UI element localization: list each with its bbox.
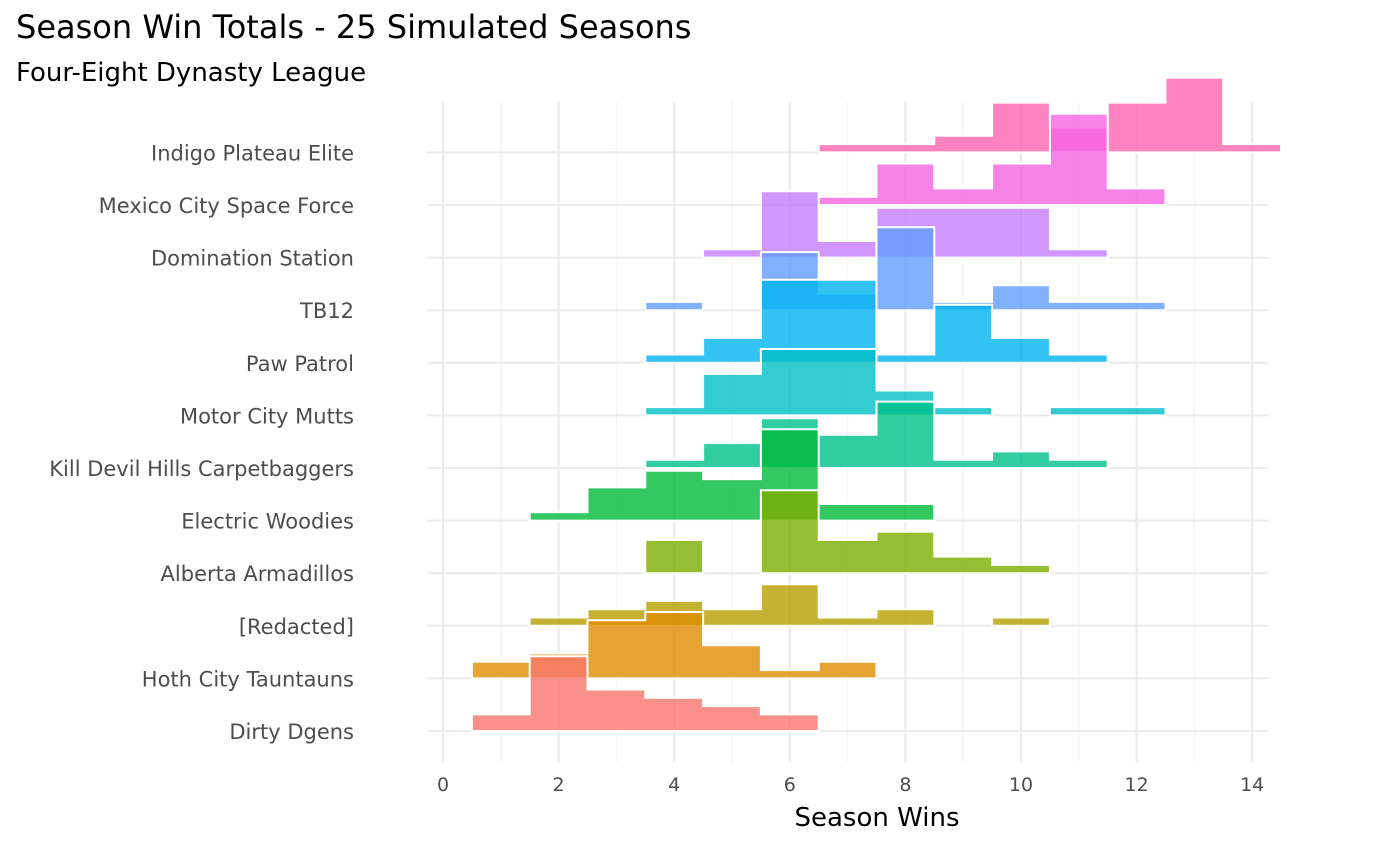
y-axis-label: Motor City Mutts xyxy=(180,404,354,428)
y-axis-labels: Dirty Dgens Hoth City Tauntauns [Redacted]… xyxy=(49,141,354,744)
y-axis-label: [Redacted] xyxy=(239,615,354,639)
y-axis-label: Kill Devil Hills Carpetbaggers xyxy=(49,457,354,481)
ridge-bars xyxy=(644,278,1109,364)
ridge-bars xyxy=(644,300,705,312)
y-axis-label: Mexico City Space Force xyxy=(99,194,354,218)
ridge-electric-woodies xyxy=(528,428,936,522)
chart-title: Season Win Totals - 25 Simulated Seasons xyxy=(16,8,692,46)
y-axis-label: TB12 xyxy=(299,299,354,323)
y-axis-label: Hoth City Tauntauns xyxy=(142,667,354,691)
x-tick-label: 2 xyxy=(553,774,565,796)
ridge-bars xyxy=(528,583,936,627)
ridge-mexico-city-space-force xyxy=(817,112,1167,206)
x-tick-label: 14 xyxy=(1240,774,1264,796)
y-axis-label: Indigo Plateau Elite xyxy=(151,141,354,165)
ridge-bars xyxy=(470,655,820,732)
x-tick-label: 0 xyxy=(437,774,449,796)
ridge-bars xyxy=(1048,406,1167,417)
ridge-domination-station xyxy=(702,190,1109,259)
y-axis-label: Electric Woodies xyxy=(181,510,354,534)
x-axis-title: Season Wins xyxy=(794,803,959,833)
ridge-alberta-armadillos xyxy=(644,489,1051,575)
ridges xyxy=(470,76,1283,732)
ridge-bars xyxy=(991,616,1051,627)
ridge-bars xyxy=(528,428,936,522)
y-axis-label: Dirty Dgens xyxy=(229,720,354,744)
y-axis-label: Domination Station xyxy=(151,247,354,271)
ridge-dirty-dgens xyxy=(470,655,820,732)
ridge-motor-city-mutts xyxy=(644,348,1167,417)
ridge-bars xyxy=(644,348,994,417)
ridge-bars xyxy=(817,112,1167,206)
ridge-bars xyxy=(644,539,705,575)
x-tick-label: 12 xyxy=(1125,774,1149,796)
chart-subtitle: Four-Eight Dynasty League xyxy=(16,58,367,88)
x-tick-label: 4 xyxy=(668,774,680,796)
x-tick-label: 8 xyxy=(899,774,911,796)
ridge-redacted xyxy=(528,583,1051,627)
ridge-bars xyxy=(702,190,1109,259)
y-axis-label: Paw Patrol xyxy=(246,352,354,376)
x-tick-label: 6 xyxy=(784,774,796,796)
ridge-bars xyxy=(759,489,1051,575)
x-axis-ticks: 0 2 4 6 8 10 12 14 xyxy=(437,774,1264,796)
ridge-paw-patrol xyxy=(644,278,1109,364)
y-axis-label: Alberta Armadillos xyxy=(161,562,354,586)
ridge-tb12 xyxy=(644,226,1167,312)
x-tick-label: 10 xyxy=(1009,774,1033,796)
